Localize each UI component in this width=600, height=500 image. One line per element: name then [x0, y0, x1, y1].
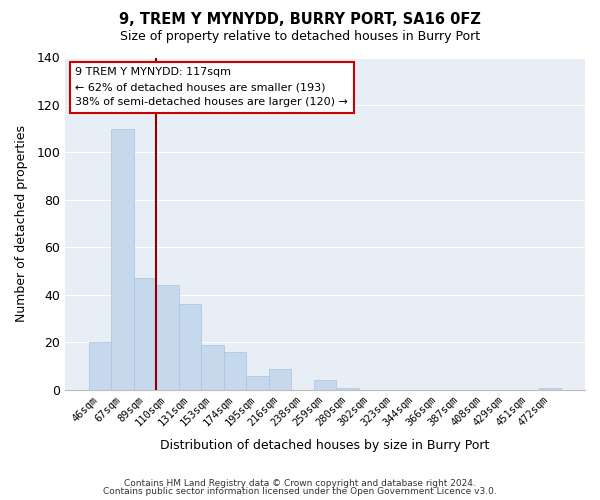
Text: Contains public sector information licensed under the Open Government Licence v3: Contains public sector information licen… [103, 487, 497, 496]
Bar [201, 345, 224, 390]
Bar [156, 286, 179, 390]
Bar [269, 368, 291, 390]
X-axis label: Distribution of detached houses by size in Burry Port: Distribution of detached houses by size … [160, 440, 490, 452]
Text: 9 TREM Y MYNYDD: 117sqm
← 62% of detached houses are smaller (193)
38% of semi-d: 9 TREM Y MYNYDD: 117sqm ← 62% of detache… [76, 68, 349, 107]
Bar [314, 380, 336, 390]
Text: Size of property relative to detached houses in Burry Port: Size of property relative to detached ho… [120, 30, 480, 43]
Bar [111, 128, 134, 390]
Bar [336, 388, 359, 390]
Bar [134, 278, 156, 390]
Text: 9, TREM Y MYNYDD, BURRY PORT, SA16 0FZ: 9, TREM Y MYNYDD, BURRY PORT, SA16 0FZ [119, 12, 481, 28]
Bar [246, 376, 269, 390]
Bar [179, 304, 201, 390]
Bar [224, 352, 246, 390]
Bar [89, 342, 111, 390]
Y-axis label: Number of detached properties: Number of detached properties [15, 125, 28, 322]
Bar [539, 388, 562, 390]
Text: Contains HM Land Registry data © Crown copyright and database right 2024.: Contains HM Land Registry data © Crown c… [124, 478, 476, 488]
